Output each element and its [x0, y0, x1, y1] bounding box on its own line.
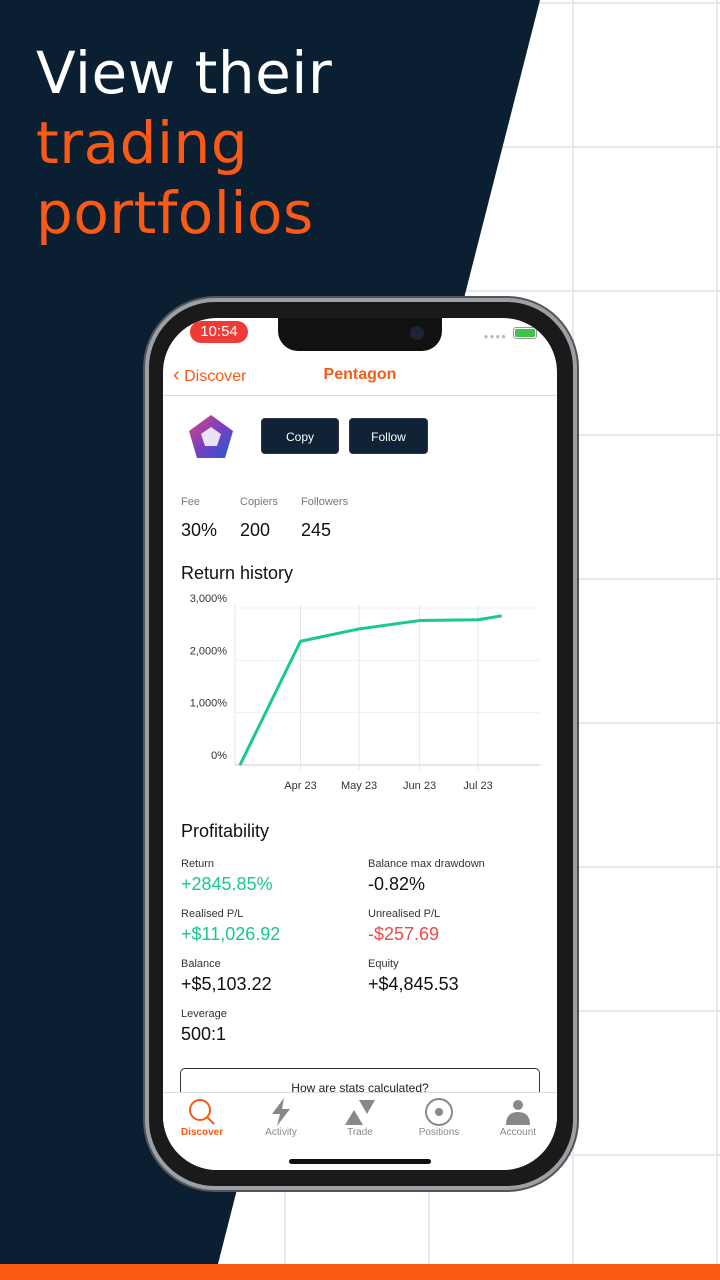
data-point — [501, 615, 503, 617]
home-indicator — [289, 1159, 431, 1164]
headline-line-1: View their — [36, 39, 333, 107]
bottom-accent-bar — [0, 1264, 720, 1280]
back-button[interactable]: ‹ Discover — [173, 364, 246, 387]
notch — [278, 318, 442, 351]
metric-label: Realised P/L — [181, 908, 244, 920]
metric-value: -0.82% — [368, 874, 426, 894]
promo-headline: View their trading portfolios — [36, 38, 332, 248]
stat-label: Followers — [301, 496, 349, 508]
person-icon — [506, 1100, 530, 1125]
page-title: Pentagon — [323, 366, 397, 383]
metric-label: Unrealised P/L — [368, 908, 441, 920]
metric-label: Leverage — [181, 1008, 227, 1020]
phone-screen: 10:54 ●●●● ‹ Discover Pentagon Copy Foll… — [163, 318, 557, 1170]
headline-line-3: portfolios — [36, 179, 314, 247]
stat-value: 200 — [240, 520, 271, 540]
x-tick-label: May 23 — [341, 780, 377, 792]
y-tick-label: 0% — [211, 750, 227, 762]
metric-label: Balance — [181, 958, 221, 970]
tab-trade[interactable]: Trade — [321, 1093, 399, 1138]
stat-value: 245 — [301, 520, 332, 540]
stat-label: Fee — [181, 496, 200, 508]
tab-label: Trade — [347, 1127, 373, 1138]
tab-label: Discover — [180, 1127, 224, 1138]
metric-label: Equity — [368, 958, 399, 970]
follow-button[interactable]: Follow — [349, 418, 428, 454]
chevron-left-icon: ‹ — [173, 364, 180, 386]
metric-label: Balance max drawdown — [368, 858, 485, 870]
tab-label: Activity — [265, 1127, 297, 1138]
battery-icon — [513, 327, 537, 339]
back-label: Discover — [184, 368, 247, 385]
tab-discover[interactable]: Discover — [163, 1093, 241, 1138]
metric-value: +$4,845.53 — [368, 974, 459, 994]
signal-icon: ●●●● — [483, 332, 507, 341]
target-icon — [425, 1098, 453, 1126]
tab-positions[interactable]: Positions — [400, 1093, 478, 1138]
return-history-title: Return history — [181, 563, 294, 583]
tab-activity[interactable]: Activity — [242, 1093, 320, 1138]
data-point — [239, 764, 241, 766]
y-tick-label: 3,000% — [190, 593, 228, 605]
nav-bar: ‹ Discover Pentagon — [163, 358, 557, 396]
status-time: 10:54 — [190, 321, 248, 343]
profitability-title: Profitability — [181, 821, 270, 841]
pentagon-logo-icon — [189, 415, 233, 458]
return-chart: 0% 1,000% 2,000% 3,000% Apr 23 May 23 Jun 23 Ju… — [190, 593, 540, 792]
return-series-line — [238, 614, 502, 766]
y-tick-label: 1,000% — [190, 698, 228, 710]
x-tick-label: Jun 23 — [403, 780, 436, 792]
metric-value: 500:1 — [181, 1024, 227, 1044]
metric-value: +$5,103.22 — [181, 974, 272, 994]
metric-value: +$11,026.92 — [181, 924, 281, 944]
data-point — [477, 619, 479, 621]
x-tick-label: Apr 23 — [284, 780, 316, 792]
tab-label: Positions — [418, 1127, 460, 1138]
copy-button[interactable]: Copy — [261, 418, 339, 454]
search-icon — [189, 1099, 215, 1125]
headline-line-2: trading — [36, 109, 249, 177]
y-tick-label: 2,000% — [190, 645, 228, 657]
data-point — [358, 628, 360, 630]
stat-value: 30% — [181, 520, 218, 540]
metric-value: +2845.85% — [181, 874, 273, 894]
camera-icon — [410, 326, 424, 340]
triangles-icon — [345, 1100, 375, 1125]
x-tick-label: Jul 23 — [463, 780, 492, 792]
tab-label: Account — [499, 1127, 537, 1138]
data-point — [419, 620, 421, 622]
tab-bar: Discover Activity Trade Positions Accoun… — [163, 1092, 557, 1170]
lightning-icon — [272, 1098, 290, 1126]
metric-value: -$257.69 — [368, 924, 440, 944]
tab-account[interactable]: Account — [479, 1093, 557, 1138]
stat-label: Copiers — [240, 496, 278, 508]
metric-label: Return — [181, 858, 215, 870]
data-point — [300, 640, 301, 642]
